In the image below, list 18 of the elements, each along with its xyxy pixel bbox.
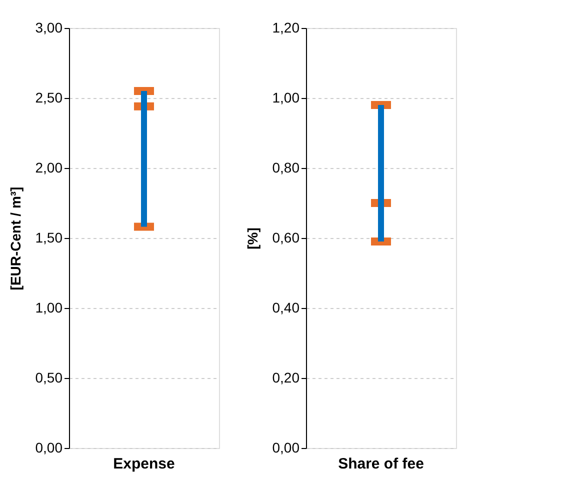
y-tick-label: 0,00 [272, 440, 300, 456]
y-axis-title: [%] [244, 228, 260, 250]
y-tick-label: 1,20 [272, 20, 300, 36]
x-tick-label: Expense [113, 456, 175, 472]
y-tick-label: 1,00 [35, 300, 63, 316]
y-tick-label: 0,20 [272, 370, 300, 386]
y-tick-label: 1,00 [272, 90, 300, 106]
y-axis-title: [EUR-Cent / m³] [7, 186, 24, 290]
y-tick-label: 0,50 [35, 370, 63, 386]
y-tick-label: 0,40 [272, 300, 300, 316]
y-tick-label: 1,50 [35, 230, 63, 246]
x-tick-label: Share of fee [338, 456, 424, 472]
y-tick-label: 0,60 [272, 230, 300, 246]
y-tick-label: 3,00 [35, 20, 63, 36]
y-tick-label: 0,80 [272, 160, 300, 176]
y-tick-label: 0,00 [35, 440, 63, 456]
y-tick-label: 2,50 [35, 90, 63, 106]
y-tick-label: 2,00 [35, 160, 63, 176]
